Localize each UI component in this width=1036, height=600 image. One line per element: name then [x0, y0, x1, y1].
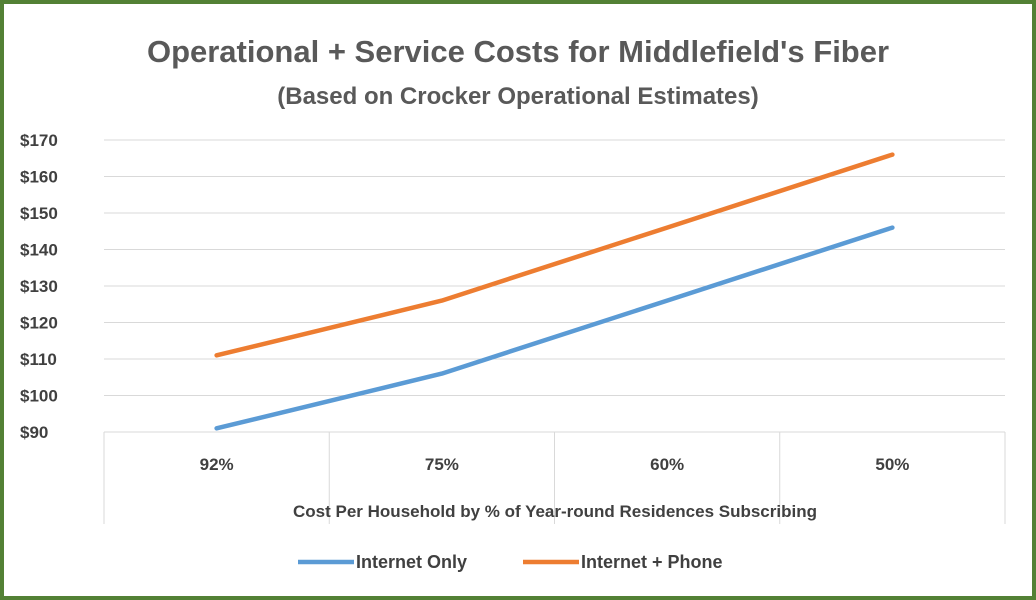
- series-lines: [214, 152, 895, 431]
- y-tick-label: $90: [20, 423, 48, 442]
- y-tick-label: $140: [20, 241, 58, 260]
- y-axis-ticks: $90 $100 $110 $120 $130 $140 $150 $160 $170: [20, 131, 58, 442]
- chart-title: Operational + Service Costs for Middlefi…: [147, 34, 889, 69]
- x-tick-label: 92%: [200, 455, 234, 474]
- x-tick-label: 75%: [425, 455, 459, 474]
- gridlines: [103, 139, 1006, 524]
- legend-label: Internet + Phone: [581, 552, 723, 572]
- y-tick-label: $100: [20, 387, 58, 406]
- legend: Internet Only Internet + Phone: [298, 552, 723, 572]
- y-tick-label: $110: [20, 350, 57, 369]
- x-tick-label: 60%: [650, 455, 684, 474]
- x-axis-title: Cost Per Household by % of Year-round Re…: [293, 502, 817, 521]
- y-tick-label: $160: [20, 168, 58, 187]
- x-tick-label: 50%: [875, 455, 909, 474]
- y-tick-label: $170: [20, 131, 58, 150]
- y-tick-label: $130: [20, 277, 58, 296]
- y-tick-label: $150: [20, 204, 58, 223]
- series-line: [214, 152, 895, 358]
- y-tick-label: $120: [20, 314, 58, 333]
- x-axis-ticks: 92% 75% 60% 50%: [200, 455, 910, 474]
- chart-subtitle: (Based on Crocker Operational Estimates): [277, 83, 758, 110]
- series-line: [214, 225, 895, 431]
- legend-label: Internet Only: [356, 552, 467, 572]
